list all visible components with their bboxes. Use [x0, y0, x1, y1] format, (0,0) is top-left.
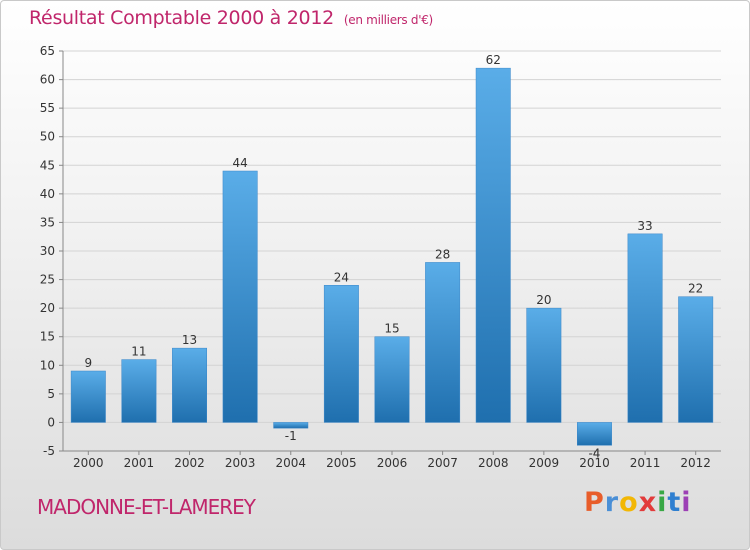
- y-tick-label: 10: [40, 358, 55, 372]
- x-tick-label-2006: 2006: [377, 456, 408, 470]
- x-tick-label-2010: 2010: [579, 456, 610, 470]
- data-label-2006: 15: [384, 322, 399, 336]
- logo-letter: i: [681, 487, 692, 518]
- data-label-2010: -4: [588, 446, 600, 460]
- data-label-2002: 13: [182, 333, 197, 347]
- bar-2011: [627, 233, 663, 423]
- y-tick-label: 25: [40, 273, 55, 287]
- logo-letter: t: [667, 487, 682, 518]
- axes: [59, 50, 721, 455]
- y-tick-label: 45: [40, 158, 55, 172]
- x-tick-label-2008: 2008: [478, 456, 509, 470]
- bar-2005: [323, 285, 359, 423]
- x-tick-label-2011: 2011: [630, 456, 661, 470]
- x-tick-label-2009: 2009: [529, 456, 560, 470]
- chart-subtitle: (en milliers d'€): [343, 13, 433, 27]
- bar-2009: [526, 307, 562, 423]
- x-tick-label-2004: 2004: [275, 456, 306, 470]
- y-tick-label: 0: [47, 415, 55, 429]
- bar-2008: [475, 67, 511, 423]
- x-tick-label-2007: 2007: [427, 456, 458, 470]
- x-tick-label-2000: 2000: [73, 456, 104, 470]
- data-label-2001: 11: [131, 345, 146, 359]
- data-label-2008: 62: [486, 53, 501, 67]
- logo-letter: P: [584, 487, 605, 518]
- y-tick-label: 5: [47, 387, 55, 401]
- x-tick-label-2012: 2012: [680, 456, 711, 470]
- data-label-2003: 44: [233, 156, 248, 170]
- x-tick-label-2005: 2005: [326, 456, 357, 470]
- proxiti-logo: Proxiti: [584, 487, 692, 518]
- data-label-2011: 33: [637, 219, 652, 233]
- logo-letter: i: [657, 487, 668, 518]
- y-tick-label: 65: [40, 44, 55, 58]
- y-tick-label: 15: [40, 330, 55, 344]
- commune-name: MADONNE-ET-LAMEREY: [37, 495, 256, 519]
- logo-letter: r: [604, 487, 620, 518]
- logo-letter: x: [638, 487, 658, 518]
- y-tick-label: 35: [40, 215, 55, 229]
- bar-2002: [172, 347, 207, 423]
- bar-2012: [678, 296, 714, 423]
- bar-2010: [577, 422, 612, 446]
- data-label-2005: 24: [334, 270, 349, 284]
- data-label-2004: -1: [285, 429, 297, 443]
- data-label-2009: 20: [536, 293, 551, 307]
- y-tick-label: 55: [40, 101, 55, 115]
- bar-2006: [374, 336, 410, 423]
- x-tick-label-2001: 2001: [124, 456, 155, 470]
- y-tick-label: 60: [40, 73, 55, 87]
- x-tick-label-2002: 2002: [174, 456, 205, 470]
- data-label-2012: 22: [688, 282, 703, 296]
- logo-letter: o: [619, 487, 639, 518]
- bar-2004: [273, 422, 309, 429]
- bar-2001: [121, 359, 157, 423]
- y-tick-label: 30: [40, 244, 55, 258]
- y-tick-label: 50: [40, 130, 55, 144]
- tick-labels: -5 0 5 10 15 20 25 30 35 40 45 50 55 60 65 2000 2001 2002…: [40, 44, 711, 470]
- bar-2000: [70, 370, 106, 423]
- x-tick-label-2003: 2003: [225, 456, 256, 470]
- bar-2003: [222, 170, 258, 423]
- chart-title: Résultat Comptable 2000 à 2012: [29, 7, 334, 29]
- data-label-2007: 28: [435, 247, 450, 261]
- y-tick-label: 20: [40, 301, 55, 315]
- bars: [70, 67, 714, 446]
- data-label-2000: 9: [84, 356, 92, 370]
- bar-2007: [425, 262, 461, 423]
- chart-title-block: Résultat Comptable 2000 à 2012 (en millie…: [29, 7, 433, 29]
- y-tick-label: -5: [43, 444, 55, 458]
- data-labels: 9 11 13 44 -1 24 15 28 62 20 -4 33 22: [84, 53, 703, 460]
- y-tick-label: 40: [40, 187, 55, 201]
